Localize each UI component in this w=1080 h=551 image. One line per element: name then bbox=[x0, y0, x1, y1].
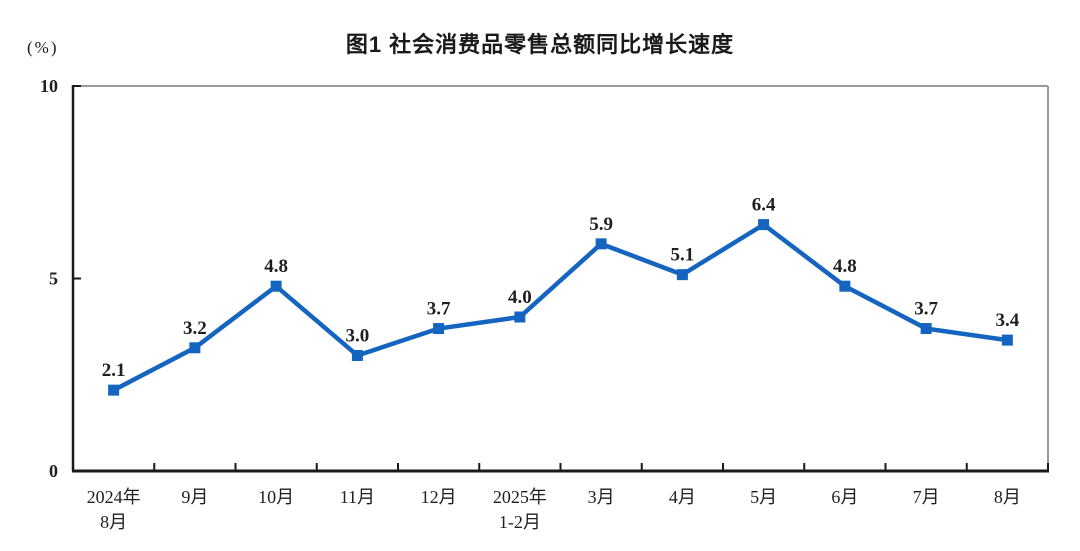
y-tick-label: 10 bbox=[40, 76, 58, 96]
x-tick-label: 10月 bbox=[258, 487, 294, 507]
data-point-label: 3.7 bbox=[914, 299, 938, 320]
data-point-marker bbox=[514, 311, 526, 323]
data-point-label: 3.0 bbox=[346, 326, 370, 347]
data-point-marker bbox=[1001, 334, 1013, 346]
data-point-label: 3.2 bbox=[183, 318, 207, 339]
x-tick-label: 3月 bbox=[588, 487, 615, 507]
data-point-label: 5.9 bbox=[589, 214, 613, 235]
data-point-label: 6.4 bbox=[752, 195, 776, 216]
x-tick-label: 11月 bbox=[340, 487, 375, 507]
x-tick-label: 8月 bbox=[994, 487, 1021, 507]
data-point-marker bbox=[676, 269, 688, 281]
y-tick-label: 5 bbox=[49, 269, 58, 289]
x-tick-label: 5月 bbox=[750, 487, 777, 507]
data-point-marker bbox=[351, 350, 363, 361]
x-tick-label: 6月 bbox=[831, 487, 858, 507]
data-point-label: 4.0 bbox=[508, 287, 532, 308]
x-tick-label: 2025年 1-2月 bbox=[493, 487, 547, 532]
data-point-marker bbox=[758, 219, 770, 231]
data-point-marker bbox=[189, 342, 201, 354]
data-point-label: 2.1 bbox=[102, 360, 126, 381]
data-point-label: 4.8 bbox=[833, 256, 857, 277]
data-point-marker bbox=[108, 384, 120, 396]
data-point-marker bbox=[920, 323, 932, 335]
data-point-label: 3.7 bbox=[427, 299, 451, 320]
y-tick-label: 0 bbox=[49, 461, 58, 481]
x-tick-label: 12月 bbox=[421, 487, 457, 507]
data-point-marker bbox=[433, 323, 445, 335]
data-point-label: 4.8 bbox=[264, 256, 288, 277]
x-tick-label: 4月 bbox=[669, 487, 696, 507]
series-line bbox=[112, 221, 1008, 393]
data-point-label: 5.1 bbox=[671, 245, 695, 266]
data-point-marker bbox=[595, 238, 607, 250]
y-axis-unit-label: (%) bbox=[27, 38, 59, 57]
data-point-marker bbox=[270, 280, 282, 292]
data-point-label: 3.4 bbox=[996, 310, 1020, 331]
x-tick-label: 2024年 8月 bbox=[87, 487, 141, 532]
data-point-marker bbox=[839, 280, 851, 292]
x-tick-label: 7月 bbox=[913, 487, 940, 507]
x-tick-label: 9月 bbox=[181, 487, 208, 507]
chart-title: 图1 社会消费品零售总额同比增长速度 bbox=[345, 32, 735, 57]
